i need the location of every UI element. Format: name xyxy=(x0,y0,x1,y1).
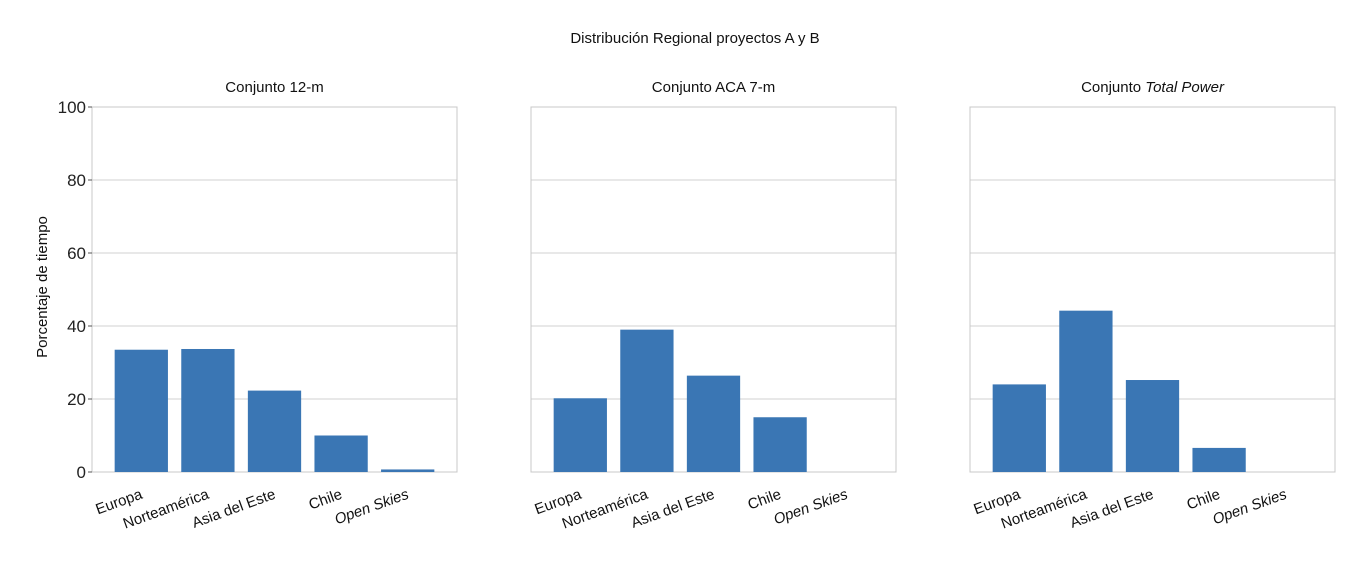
bar-asia-del-este xyxy=(1125,380,1180,472)
bar-open-skies xyxy=(381,469,435,472)
y-tick-label: 20 xyxy=(67,390,86,409)
y-tick-label: 60 xyxy=(67,244,86,263)
bar-norteamérica xyxy=(1059,310,1113,472)
x-tick-label: Open Skies xyxy=(332,486,411,529)
panel-title: Conjunto Total Power xyxy=(1081,79,1225,96)
y-tick-label: 40 xyxy=(67,317,86,336)
bar-europa xyxy=(114,349,168,472)
bar-chile xyxy=(314,435,368,472)
panel-3: Conjunto Total PowerEuropaNorteaméricaAs… xyxy=(969,79,1336,533)
x-tick-label: Open Skies xyxy=(771,486,850,529)
panel-title: Conjunto ACA 7-m xyxy=(652,79,775,96)
bar-asia-del-este xyxy=(247,390,302,472)
figure-title: Distribución Regional proyectos A y B xyxy=(570,30,819,47)
bar-chile xyxy=(1192,447,1246,472)
y-tick-label: 80 xyxy=(67,171,86,190)
bar-asia-del-este xyxy=(686,375,741,472)
panel-title: Conjunto 12-m xyxy=(225,79,323,96)
x-tick-label: Open Skies xyxy=(1210,486,1289,529)
y-tick-label: 100 xyxy=(58,98,86,117)
y-tick-label: 0 xyxy=(77,463,86,482)
bar-chile xyxy=(753,417,807,472)
bar-norteamérica xyxy=(620,329,674,472)
bar-europa xyxy=(553,398,607,472)
y-axis-label: Porcentaje de tiempo xyxy=(34,216,51,358)
bar-europa xyxy=(992,384,1046,472)
bar-norteamérica xyxy=(181,348,235,472)
